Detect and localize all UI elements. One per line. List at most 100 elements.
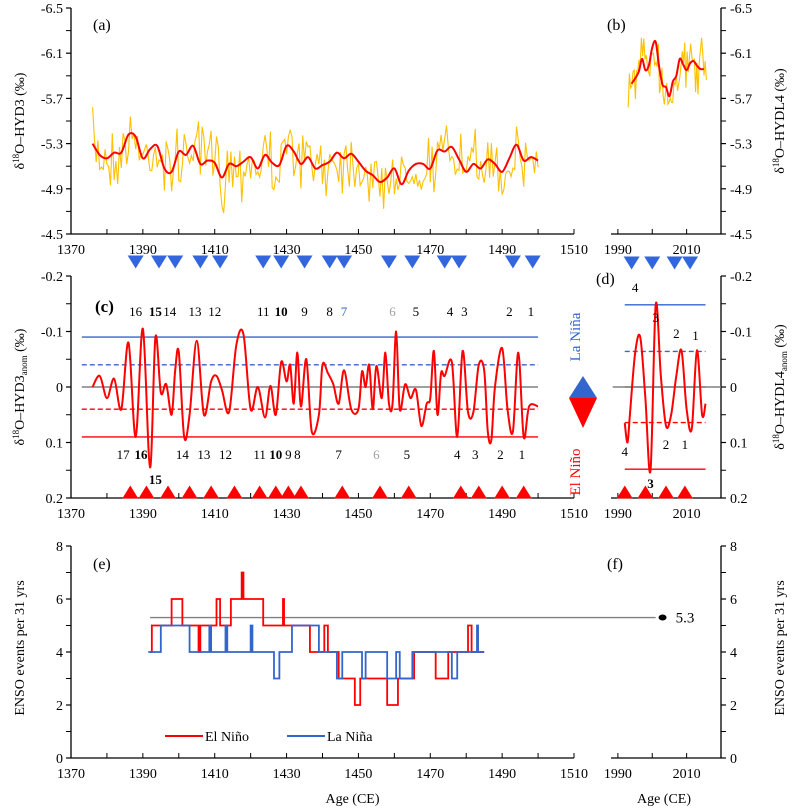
el-nino-event-label: 9 <box>285 447 292 462</box>
y-axis-label: δ18O–HYDL4 (‰) <box>771 68 788 174</box>
x-axis-label: Age (CE) <box>325 792 379 807</box>
el-nino-event-label: 1 <box>519 447 526 462</box>
la-nina-event-label: 8 <box>326 304 333 319</box>
el-nino-event-label: 5 <box>404 447 411 462</box>
la-nina-event-label: 5 <box>413 304 420 319</box>
y-tick-label: -6.1 <box>730 47 752 62</box>
la-nina-event-label: 16 <box>129 304 143 319</box>
el-nino-event-label: 1 <box>682 437 689 452</box>
x-tick-label: 1410 <box>201 507 229 522</box>
la-nina-marker <box>504 255 521 269</box>
y-tick-label: -0.2 <box>730 270 752 285</box>
y-tick-label: -6.5 <box>730 2 752 17</box>
el-nino-down-triangle-icon <box>569 398 597 428</box>
y-tick-label: 0.2 <box>730 492 748 507</box>
x-tick-label: 1390 <box>129 767 157 782</box>
raw-d18o-line <box>627 37 707 108</box>
x-tick-label: 1450 <box>344 507 372 522</box>
la-nina-event-label: 1 <box>528 304 535 319</box>
la-nina-event-label: 1 <box>692 328 699 343</box>
el-nino-event-label: 4 <box>622 444 629 459</box>
la-nina-marker <box>167 255 184 269</box>
y-tick-label: 6 <box>56 593 63 608</box>
el-nino-count-line <box>150 571 485 706</box>
y-tick-label: 0.1 <box>46 437 64 452</box>
smoothed-d18o-line <box>630 39 704 98</box>
el-nino-event-label: 16 <box>135 447 149 462</box>
legend-label: La Niña <box>327 730 373 745</box>
la-nina-event-label: 10 <box>275 304 288 319</box>
y-tick-label: 6 <box>730 593 737 608</box>
el-nino-event-label: 10 <box>269 447 282 462</box>
y-axis-label: ENSO events per 31 yrs <box>773 580 788 715</box>
panel-label: (c) <box>95 297 114 316</box>
el-nino-event-label: 4 <box>454 447 461 462</box>
la-nina-event-label: 2 <box>673 326 680 341</box>
el-nino-event-label: 12 <box>219 447 232 462</box>
x-tick-label: 2010 <box>673 243 701 258</box>
y-tick-label: -6.1 <box>41 47 63 62</box>
el-nino-event-label: 13 <box>197 447 210 462</box>
x-axis-label: Age (CE) <box>637 792 691 807</box>
x-tick-label: 1990 <box>604 243 632 258</box>
x-tick-label: 1430 <box>273 507 301 522</box>
el-nino-marker <box>371 485 388 499</box>
la-nina-event-label: 14 <box>163 304 177 319</box>
y-tick-label: -6.5 <box>41 2 63 17</box>
y-tick-label: -5.7 <box>41 92 63 107</box>
y-axis-label: ENSO events per 31 yrs <box>13 580 28 715</box>
el-nino-event-label: 15 <box>149 472 163 487</box>
el-nino-event-label: 7 <box>335 447 342 462</box>
la-nina-marker <box>644 256 661 270</box>
x-tick-label: 1370 <box>57 243 85 258</box>
y-tick-label: -0.1 <box>730 326 752 341</box>
el-nino-marker <box>181 485 198 499</box>
x-tick-label: 1370 <box>57 507 85 522</box>
la-nina-marker <box>404 255 421 269</box>
panel-label: (d) <box>596 271 615 288</box>
el-nino-marker <box>676 485 693 499</box>
la-nina-side-label: La Niña <box>568 312 584 361</box>
la-nina-event-label: 12 <box>208 304 221 319</box>
la-nina-marker <box>255 255 272 269</box>
el-nino-marker <box>267 485 284 499</box>
x-tick-label: 1470 <box>416 507 444 522</box>
el-nino-marker <box>226 485 243 499</box>
el-nino-marker <box>400 485 417 499</box>
el-nino-marker <box>203 485 220 499</box>
la-nina-event-label: 2 <box>506 304 513 319</box>
x-tick-label: 1450 <box>344 767 372 782</box>
el-nino-marker <box>138 485 155 499</box>
el-nino-event-label: 14 <box>176 447 190 462</box>
x-tick-label: 2010 <box>673 507 701 522</box>
la-nina-event-label: 3 <box>461 304 468 319</box>
panel-label: (b) <box>607 17 626 34</box>
y-tick-label: -0.1 <box>41 326 63 341</box>
y-tick-label: 0 <box>730 752 737 767</box>
panel-b: -6.5 -6.1 -5.7 -5.3 -4.9 -4.5 1990 2010 δ18O–HYD… <box>604 2 788 258</box>
la-nina-marker <box>321 255 338 269</box>
el-nino-marker <box>452 485 469 499</box>
la-nina-marker <box>336 255 353 269</box>
x-tick-label: 1510 <box>560 767 588 782</box>
y-tick-label: 8 <box>730 540 737 555</box>
y-tick-label: 0.2 <box>46 492 64 507</box>
la-nina-event-label: 3 <box>652 310 659 325</box>
la-nina-marker <box>666 256 683 270</box>
el-nino-event-label: 2 <box>663 437 670 452</box>
el-nino-marker <box>280 485 297 499</box>
panel-e: 0 2 4 6 8 1370 1390 1410 1430 1450 1470 1490 1510 ENS… <box>13 540 656 807</box>
y-tick-label: 0 <box>56 752 63 767</box>
y-tick-label: -5.3 <box>41 138 63 153</box>
el-nino-marker <box>616 485 633 499</box>
x-tick-label: 1990 <box>604 507 632 522</box>
la-nina-marker <box>682 256 699 270</box>
la-nina-up-triangle-icon <box>569 376 597 398</box>
la-nina-marker <box>296 255 313 269</box>
x-tick-label: 1430 <box>273 767 301 782</box>
la-nina-event-label: 11 <box>257 304 270 319</box>
panel-label: (a) <box>93 17 111 34</box>
panel-f: 0 2 4 6 8 1990 2010 ENSO events per 31 yrs (f) Ag… <box>604 540 788 807</box>
x-tick-label: 1390 <box>129 507 157 522</box>
